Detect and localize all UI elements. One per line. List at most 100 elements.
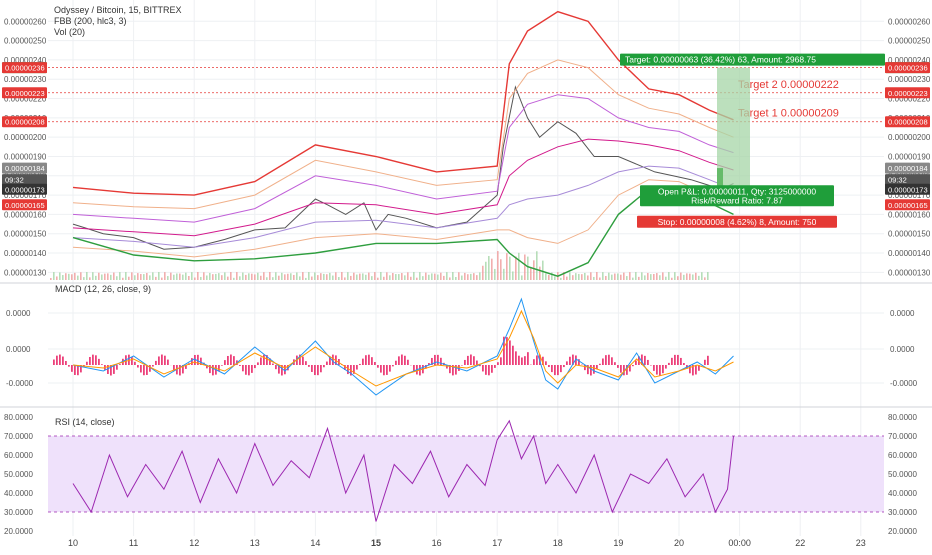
volume-bar	[53, 272, 55, 280]
volume-bar	[107, 273, 109, 280]
x-tick-label: 11	[129, 538, 138, 548]
volume-bar	[455, 277, 457, 280]
macd-histogram-bar	[374, 362, 376, 365]
macd-histogram-bar	[398, 356, 400, 365]
volume-bar	[503, 269, 505, 280]
macd-histogram-bar	[668, 363, 670, 365]
target-annotation[interactable]: Target 1 0.00000209	[738, 108, 839, 120]
axis-badge-label: 0.00000208	[888, 118, 928, 127]
volume-bar	[350, 276, 352, 280]
volume-bar	[383, 277, 385, 280]
volume-bar	[515, 256, 517, 280]
volume-bar	[671, 278, 673, 280]
macd-histogram-bar	[662, 365, 664, 373]
macd-histogram-bar	[548, 365, 550, 367]
macd-histogram-bar	[509, 340, 511, 365]
volume-bar	[542, 261, 544, 280]
fbb-indicator-label[interactable]: FBB (200, hlc3, 3)	[54, 16, 127, 26]
volume-bar	[329, 273, 331, 280]
volume-bar	[113, 273, 115, 280]
volume-indicator-label[interactable]: Vol (20)	[54, 27, 85, 37]
price-tick-right: 0.00000250	[888, 37, 931, 46]
volume-bar	[389, 275, 391, 280]
macd-histogram-bar	[275, 365, 277, 369]
volume-bar	[419, 272, 421, 280]
macd-histogram-bar	[248, 365, 250, 375]
macd-histogram-bar	[635, 361, 637, 365]
x-tick-label: 10	[68, 538, 78, 548]
volume-bar	[89, 277, 91, 280]
price-tick-left: 0.00000130	[4, 268, 47, 277]
volume-bar	[167, 276, 169, 280]
volume-bar	[617, 273, 619, 280]
macd-histogram-bar	[488, 365, 490, 375]
x-tick-label: 18	[553, 538, 563, 548]
axis-badge-label: 0.00000208	[5, 118, 45, 127]
macd-histogram-bar	[467, 356, 469, 365]
volume-bar	[368, 273, 370, 280]
volume-bar	[227, 277, 229, 280]
macd-histogram-bar	[632, 365, 634, 366]
macd-histogram-bar	[704, 360, 706, 365]
volume-bar	[524, 254, 526, 280]
volume-bar	[101, 274, 103, 280]
stop-badge-label: Stop: 0.00000008 (4.62%) 8, Amount: 750	[658, 217, 817, 227]
volume-bar	[440, 273, 442, 280]
volume-bar	[308, 272, 310, 280]
macd-histogram-bar	[317, 365, 319, 375]
series-line-upper-3	[73, 12, 734, 195]
volume-bar	[80, 272, 82, 280]
series-line-upper-1	[73, 95, 734, 222]
target-annotation[interactable]: Target 2 0.00000222	[738, 79, 839, 91]
macd-histogram-bar	[413, 365, 415, 371]
macd-histogram-bar	[65, 361, 67, 365]
x-tick-label: 14	[310, 538, 320, 548]
macd-histogram-bar	[404, 356, 406, 365]
volume-bar	[176, 273, 178, 280]
axis-badge-label: 0.00000236	[5, 64, 45, 73]
volume-bar	[404, 275, 406, 280]
macd-tick-left: -0.0000	[6, 379, 34, 388]
macd-title[interactable]: MACD (12, 26, close, 9)	[55, 284, 151, 294]
volume-bar	[290, 273, 292, 280]
macd-histogram-bar	[653, 365, 655, 371]
macd-histogram-bar	[314, 365, 316, 375]
volume-bar	[242, 273, 244, 280]
volume-bar	[293, 275, 295, 280]
volume-bar	[458, 272, 460, 280]
macd-histogram-bar	[380, 365, 382, 373]
macd-histogram-bar	[302, 357, 304, 365]
macd-histogram-bar	[86, 362, 88, 365]
volume-bar	[203, 272, 205, 280]
volume-bar	[605, 276, 607, 280]
volume-bar	[701, 272, 703, 280]
macd-histogram-bar	[53, 360, 55, 365]
volume-bar	[629, 272, 631, 280]
macd-histogram-bar	[644, 356, 646, 365]
macd-histogram-bar	[377, 365, 379, 368]
macd-histogram-bar	[494, 365, 496, 368]
macd-histogram-bar	[392, 365, 394, 366]
volume-bar	[485, 262, 487, 280]
macd-histogram-bar	[407, 360, 409, 365]
rsi-tick-right: 70.0000	[888, 432, 917, 441]
risk-reward-label: Risk/Reward Ratio: 7.87	[691, 195, 783, 205]
volume-bar	[338, 277, 340, 280]
volume-bar	[395, 274, 397, 280]
volume-bar	[602, 272, 604, 280]
volume-bar	[476, 275, 478, 280]
macd-histogram-bar	[371, 357, 373, 365]
volume-bar	[161, 278, 163, 280]
volume-bar	[449, 277, 451, 280]
axis-badge-label: 0.00000173	[888, 185, 928, 194]
volume-bar	[323, 274, 325, 280]
rsi-band-group	[48, 436, 884, 512]
rsi-title[interactable]: RSI (14, close)	[55, 417, 115, 427]
macd-histogram-bar	[656, 365, 658, 375]
rsi-band	[48, 436, 884, 512]
macd-histogram-bar	[527, 352, 529, 365]
macd-histogram-bar	[140, 365, 142, 372]
volume-bar	[527, 257, 529, 280]
rsi-tick-right: 60.0000	[888, 451, 917, 460]
volume-bar	[680, 273, 682, 280]
